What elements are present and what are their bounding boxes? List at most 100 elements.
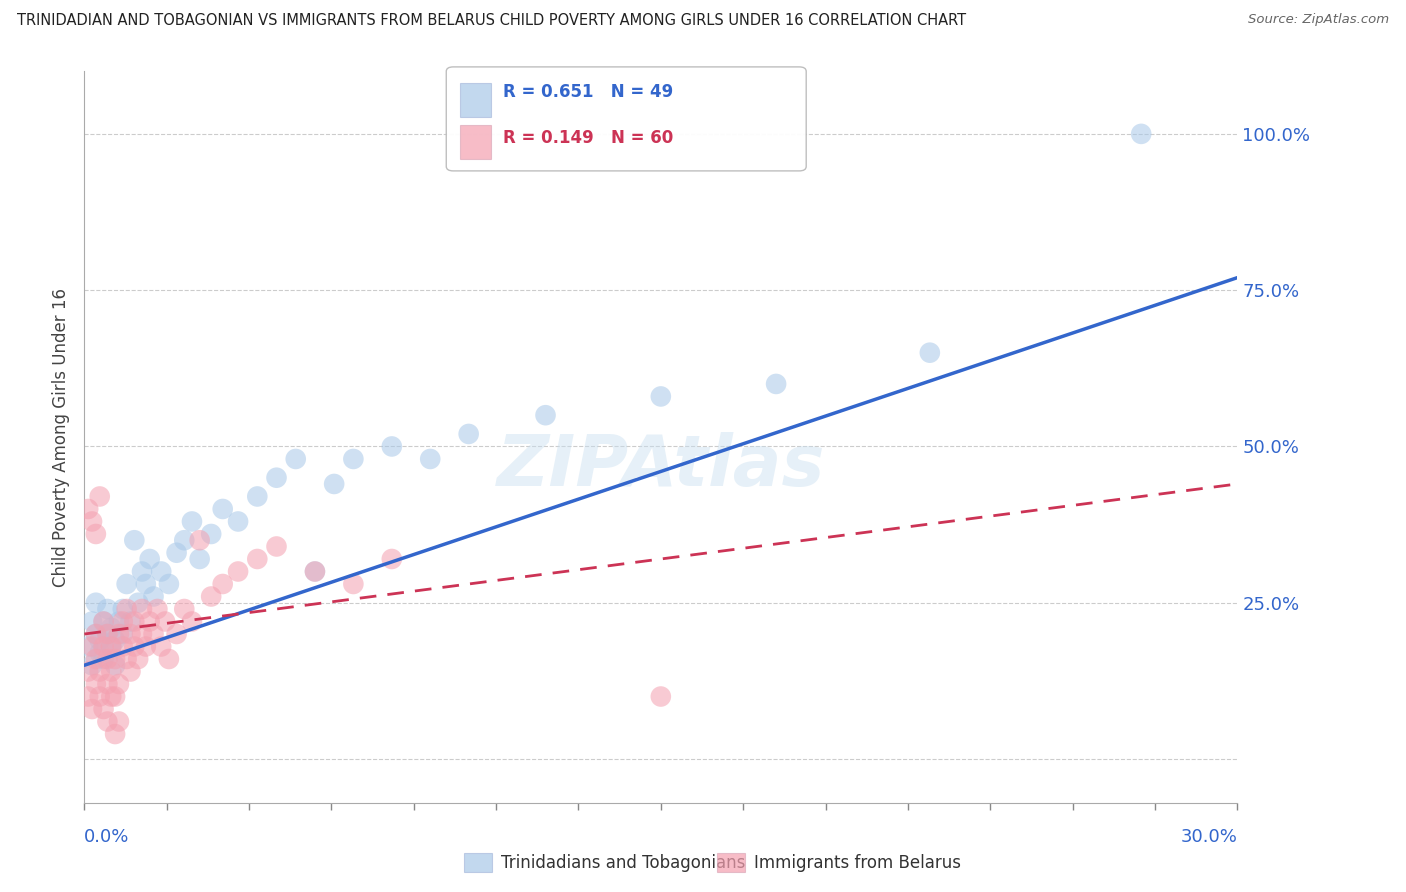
Text: 0.0%: 0.0% <box>84 828 129 846</box>
Point <box>135 640 157 654</box>
Text: R = 0.149   N = 60: R = 0.149 N = 60 <box>502 129 672 147</box>
Point <box>226 565 249 579</box>
Point <box>100 621 122 635</box>
Point <box>93 640 115 654</box>
Point <box>304 565 326 579</box>
Point <box>142 627 165 641</box>
Point <box>84 596 107 610</box>
Point <box>89 690 111 704</box>
Point <box>650 389 672 403</box>
Point <box>323 477 346 491</box>
Point <box>226 515 249 529</box>
Point <box>188 533 211 548</box>
Point <box>381 552 404 566</box>
Point <box>131 627 153 641</box>
Text: ZIPAtlas: ZIPAtlas <box>496 432 825 500</box>
Point <box>80 640 103 654</box>
Point <box>124 640 146 654</box>
Point <box>211 502 233 516</box>
Point <box>131 602 153 616</box>
Point <box>84 652 107 666</box>
Point <box>284 452 307 467</box>
Point <box>381 440 404 454</box>
Point <box>246 490 269 504</box>
Text: Immigrants from Belarus: Immigrants from Belarus <box>754 854 960 871</box>
Point <box>166 546 188 560</box>
Point <box>80 658 103 673</box>
Point <box>96 602 118 616</box>
Point <box>108 627 131 641</box>
Point <box>108 615 131 629</box>
Point <box>142 590 165 604</box>
Point <box>173 602 195 616</box>
Point <box>181 515 204 529</box>
Point <box>200 590 222 604</box>
Point <box>100 640 122 654</box>
Point <box>1130 127 1153 141</box>
Point <box>104 652 127 666</box>
Point <box>108 714 131 729</box>
Point <box>124 533 146 548</box>
Point <box>150 565 173 579</box>
Point <box>650 690 672 704</box>
Point <box>534 408 557 422</box>
Point <box>181 615 204 629</box>
Point <box>104 727 127 741</box>
Point <box>77 640 100 654</box>
Point <box>96 677 118 691</box>
Point <box>157 652 180 666</box>
Point <box>120 665 142 679</box>
Point <box>124 615 146 629</box>
Point <box>138 552 160 566</box>
Point <box>304 565 326 579</box>
Point <box>104 658 127 673</box>
Point <box>166 627 188 641</box>
Point <box>918 345 941 359</box>
Point <box>89 646 111 660</box>
Point <box>150 640 173 654</box>
Point <box>266 471 288 485</box>
Point <box>131 565 153 579</box>
Point <box>111 615 134 629</box>
Point <box>211 577 233 591</box>
Text: Trinidadians and Tobagonians: Trinidadians and Tobagonians <box>501 854 745 871</box>
Point <box>80 515 103 529</box>
Point <box>80 615 103 629</box>
Point <box>96 627 118 641</box>
Point <box>200 527 222 541</box>
Point <box>127 596 149 610</box>
Point <box>93 702 115 716</box>
Point <box>80 702 103 716</box>
Point <box>115 602 138 616</box>
Point <box>100 665 122 679</box>
Point <box>84 677 107 691</box>
Point <box>89 490 111 504</box>
Point <box>84 627 107 641</box>
Point <box>96 652 118 666</box>
Point <box>89 665 111 679</box>
Point <box>111 627 134 641</box>
Point <box>77 690 100 704</box>
Point <box>765 376 787 391</box>
Point <box>84 627 107 641</box>
Point <box>342 577 364 591</box>
Point <box>93 615 115 629</box>
Point <box>419 452 441 467</box>
Point <box>138 615 160 629</box>
Point <box>104 690 127 704</box>
Point <box>120 615 142 629</box>
Point <box>146 602 169 616</box>
Point <box>104 633 127 648</box>
Point <box>115 577 138 591</box>
Point <box>120 627 142 641</box>
Point <box>77 665 100 679</box>
Point <box>342 452 364 467</box>
Point <box>108 677 131 691</box>
Text: 30.0%: 30.0% <box>1181 828 1237 846</box>
Point <box>96 627 118 641</box>
Point <box>111 640 134 654</box>
Point <box>266 540 288 554</box>
Text: R = 0.651   N = 49: R = 0.651 N = 49 <box>502 83 672 102</box>
Y-axis label: Child Poverty Among Girls Under 16: Child Poverty Among Girls Under 16 <box>52 287 70 587</box>
Point <box>100 640 122 654</box>
